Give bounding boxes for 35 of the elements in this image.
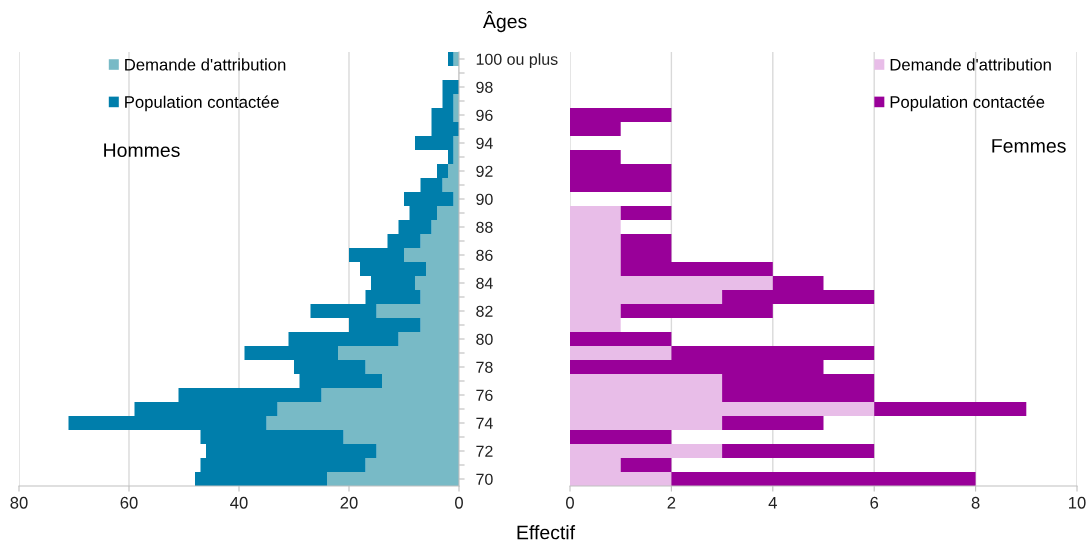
y-tick-label: 72 bbox=[476, 445, 493, 457]
x-tick-label: 10 bbox=[1069, 496, 1086, 509]
y-tick-label: 94 bbox=[476, 137, 493, 149]
y-tick-label: 84 bbox=[476, 277, 493, 289]
annotation: Femmes bbox=[992, 139, 1066, 153]
y-tick-label: 78 bbox=[476, 361, 493, 373]
legend-label: Demande d'attribution bbox=[125, 58, 286, 71]
annotation: Hommes bbox=[104, 143, 180, 158]
x-tick-label: 20 bbox=[340, 496, 358, 509]
x-tick-label: 2 bbox=[667, 496, 676, 509]
legend-label: Demande d'attribution bbox=[890, 58, 1051, 71]
x-tick-label: 0 bbox=[455, 496, 463, 509]
y-tick-label: 96 bbox=[476, 109, 493, 121]
y-tick-label: 80 bbox=[476, 333, 493, 345]
y-tick-label: 90 bbox=[476, 193, 493, 205]
x-tick-label: 8 bbox=[971, 496, 980, 509]
y-tick-label: 82 bbox=[476, 305, 493, 317]
x-tick-label: 0 bbox=[566, 496, 574, 509]
y-tick-label: 76 bbox=[476, 389, 493, 401]
legend-label: Population contactée bbox=[890, 95, 1045, 112]
y-tick-label: 92 bbox=[476, 165, 493, 177]
x-tick-label: 6 bbox=[870, 496, 879, 509]
legend-label: Population contactée bbox=[125, 95, 279, 112]
y-tick-label: 70 bbox=[476, 473, 493, 485]
x-tick-label: 4 bbox=[768, 497, 777, 509]
x-tick-label: 80 bbox=[10, 496, 28, 509]
y-tick-label: 100 ou plus bbox=[476, 53, 558, 69]
y-axis-title: Âges bbox=[482, 11, 527, 33]
y-tick-label: 74 bbox=[476, 417, 493, 429]
y-tick-label: 98 bbox=[476, 81, 493, 93]
x-tick-label: 60 bbox=[120, 496, 138, 509]
y-tick-label: 86 bbox=[476, 249, 493, 261]
x-tick-label: 40 bbox=[230, 496, 248, 509]
x-axis-title: Effectif bbox=[517, 525, 576, 540]
y-tick-label: 88 bbox=[476, 221, 493, 233]
